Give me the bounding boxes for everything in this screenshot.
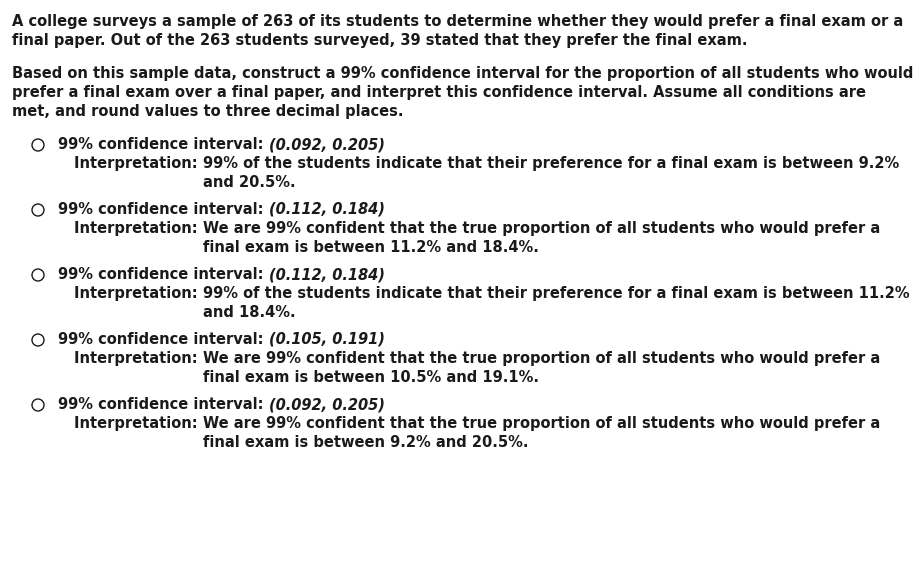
Text: A college surveys a sample of 263 of its students to determine whether they woul: A college surveys a sample of 263 of its… (12, 14, 904, 29)
Text: (0.092, 0.205): (0.092, 0.205) (268, 137, 384, 152)
Text: 99% of the students indicate that their preference for a final exam is between 1: 99% of the students indicate that their … (203, 286, 909, 301)
Text: Interpretation:: Interpretation: (74, 221, 203, 236)
Text: 99% confidence interval:: 99% confidence interval: (58, 267, 268, 282)
Text: We are 99% confident that the true proportion of all students who would prefer a: We are 99% confident that the true propo… (203, 416, 880, 431)
Text: Interpretation:: Interpretation: (74, 156, 203, 171)
Text: met, and round values to three decimal places.: met, and round values to three decimal p… (12, 104, 404, 119)
Text: (0.112, 0.184): (0.112, 0.184) (268, 267, 384, 282)
Text: 99% of the students indicate that their preference for a final exam is between 9: 99% of the students indicate that their … (203, 156, 899, 171)
Text: We are 99% confident that the true proportion of all students who would prefer a: We are 99% confident that the true propo… (203, 351, 880, 366)
Text: final paper. Out of the 263 students surveyed, 39 stated that they prefer the fi: final paper. Out of the 263 students sur… (12, 33, 748, 48)
Text: 99% confidence interval:: 99% confidence interval: (58, 397, 268, 412)
Text: Interpretation:: Interpretation: (74, 351, 203, 366)
Text: (0.112, 0.184): (0.112, 0.184) (268, 202, 384, 217)
Text: 99% confidence interval:: 99% confidence interval: (58, 202, 268, 217)
Text: final exam is between 10.5% and 19.1%.: final exam is between 10.5% and 19.1%. (203, 370, 538, 385)
Text: Interpretation:: Interpretation: (74, 286, 203, 301)
Text: prefer a final exam over a final paper, and interpret this confidence interval. : prefer a final exam over a final paper, … (12, 85, 866, 100)
Text: and 18.4%.: and 18.4%. (203, 305, 295, 320)
Text: We are 99% confident that the true proportion of all students who would prefer a: We are 99% confident that the true propo… (203, 221, 880, 236)
Text: final exam is between 11.2% and 18.4%.: final exam is between 11.2% and 18.4%. (203, 240, 538, 255)
Text: 99% confidence interval:: 99% confidence interval: (58, 137, 268, 152)
Text: (0.105, 0.191): (0.105, 0.191) (268, 332, 384, 347)
Text: Based on this sample data, construct a 99% confidence interval for the proportio: Based on this sample data, construct a 9… (12, 66, 914, 81)
Text: (0.092, 0.205): (0.092, 0.205) (268, 397, 384, 412)
Text: 99% confidence interval:: 99% confidence interval: (58, 332, 268, 347)
Text: final exam is between 9.2% and 20.5%.: final exam is between 9.2% and 20.5%. (203, 435, 528, 450)
Text: and 20.5%.: and 20.5%. (203, 175, 295, 190)
Text: Interpretation:: Interpretation: (74, 416, 203, 431)
